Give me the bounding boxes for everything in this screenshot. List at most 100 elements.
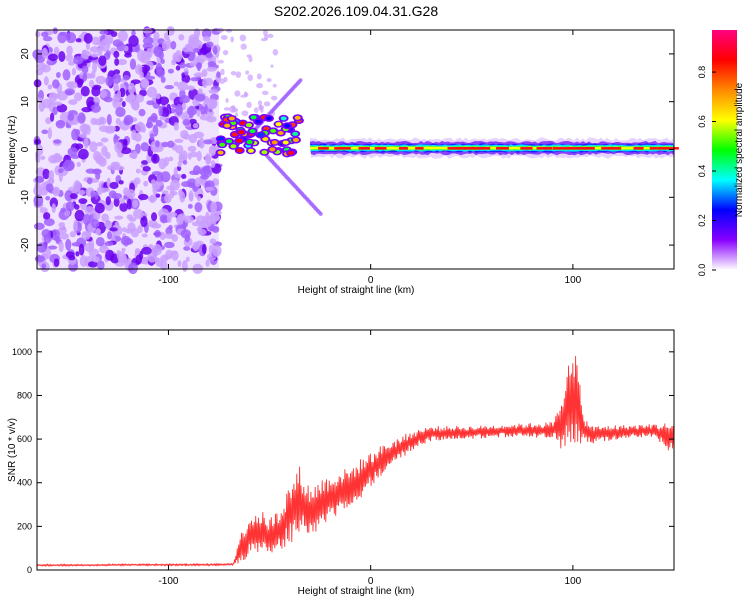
noise-speckle: [223, 107, 230, 111]
noise-speckle: [95, 227, 101, 236]
noise-speckle: [62, 159, 74, 172]
noise-speckle: [209, 238, 217, 245]
noise-speckle: [100, 137, 109, 143]
noise-speckle: [159, 232, 166, 241]
noise-speckle: [123, 187, 130, 196]
noise-speckle: [127, 189, 136, 200]
noise-speckle: [45, 117, 52, 125]
noise-speckle: [92, 61, 97, 74]
noise-speckle: [163, 156, 170, 167]
noise-speckle: [52, 106, 58, 116]
spectrogram-y-label: Frequency (Hz): [7, 116, 18, 185]
noise-speckle: [60, 207, 67, 213]
noise-speckle: [146, 86, 158, 98]
noise-speckle: [41, 31, 49, 38]
tone-peak: [536, 147, 548, 150]
noise-speckle: [73, 180, 81, 193]
noise-speckle: [82, 72, 88, 82]
noise-speckle: [139, 89, 147, 97]
onset-blob: [282, 140, 289, 145]
noise-speckle: [155, 119, 163, 127]
noise-speckle: [113, 197, 120, 207]
y-tick-label: 0: [20, 146, 31, 152]
noise-speckle: [52, 186, 61, 197]
noise-speckle: [76, 161, 81, 167]
noise-speckle: [160, 58, 165, 65]
noise-speckle: [142, 27, 153, 34]
noise-speckle: [133, 177, 141, 185]
noise-speckle: [48, 92, 58, 103]
noise-speckle: [69, 231, 77, 238]
noise-speckle: [155, 140, 160, 148]
noise-speckle: [120, 147, 132, 155]
noise-speckle: [208, 145, 217, 156]
tone-peak: [649, 147, 658, 150]
noise-speckle: [272, 83, 277, 88]
onset-blob: [249, 129, 256, 134]
noise-speckle: [240, 43, 247, 50]
x-tick-label: -100: [158, 576, 178, 587]
noise-speckle: [189, 170, 199, 176]
tone-peak: [585, 147, 595, 150]
noise-speckle: [181, 181, 192, 188]
noise-speckle: [73, 219, 78, 232]
noise-speckle: [260, 37, 268, 42]
noise-speckle: [49, 112, 55, 122]
noise-speckle: [33, 79, 42, 88]
onset-blob: [277, 130, 284, 135]
y-tick-label: 200: [17, 521, 32, 531]
noise-speckle: [178, 34, 185, 41]
noise-speckle: [75, 251, 80, 257]
chirp-blob: [318, 211, 323, 216]
tone-peak: [657, 147, 668, 150]
noise-speckle: [235, 112, 239, 118]
x-tick-label: 100: [565, 576, 582, 587]
noise-speckle: [52, 27, 58, 35]
noise-speckle: [73, 92, 83, 102]
noise-speckle: [234, 90, 241, 97]
noise-speckle: [56, 72, 61, 79]
noise-speckle: [200, 221, 212, 228]
noise-speckle: [167, 68, 174, 74]
noise-speckle: [181, 74, 191, 84]
noise-speckle: [258, 104, 263, 111]
noise-speckle: [246, 101, 252, 109]
noise-speckle: [149, 133, 155, 141]
noise-speckle: [131, 129, 137, 141]
noise-speckle: [33, 185, 42, 197]
tone-peak: [568, 147, 579, 150]
noise-speckle: [58, 222, 66, 229]
onset-blob: [246, 140, 253, 145]
noise-speckle: [200, 106, 207, 115]
onset-blob: [270, 128, 277, 133]
tone-peak: [342, 147, 351, 150]
noise-speckle: [62, 69, 71, 81]
onset-blob: [294, 115, 301, 120]
onset-blob: [271, 140, 278, 145]
noise-speckle: [106, 114, 112, 126]
noise-speckle: [131, 29, 136, 37]
noise-speckle: [113, 93, 119, 105]
noise-speckle: [85, 42, 90, 50]
noise-speckle: [142, 166, 151, 172]
spectrogram-y-ticks: -20 -10 0 10 20: [20, 48, 674, 252]
noise-speckle: [76, 78, 83, 88]
onset-blob: [224, 123, 231, 128]
noise-speckle: [94, 118, 105, 126]
noise-speckle: [105, 75, 114, 87]
tone-peak: [358, 147, 370, 150]
noise-speckle: [263, 29, 268, 37]
noise-speckle: [199, 167, 211, 177]
noise-speckle: [77, 112, 86, 124]
noise-speckle: [40, 155, 46, 160]
tone-peak: [471, 147, 483, 150]
snr-background: [37, 330, 674, 570]
noise-speckle: [181, 260, 188, 272]
noise-speckle: [141, 79, 149, 87]
noise-speckle: [139, 71, 144, 79]
tone-peak: [609, 147, 622, 150]
tone-peak: [415, 147, 424, 150]
noise-speckle: [183, 133, 191, 140]
noise-speckle: [225, 98, 229, 103]
noise-speckle: [218, 59, 224, 64]
